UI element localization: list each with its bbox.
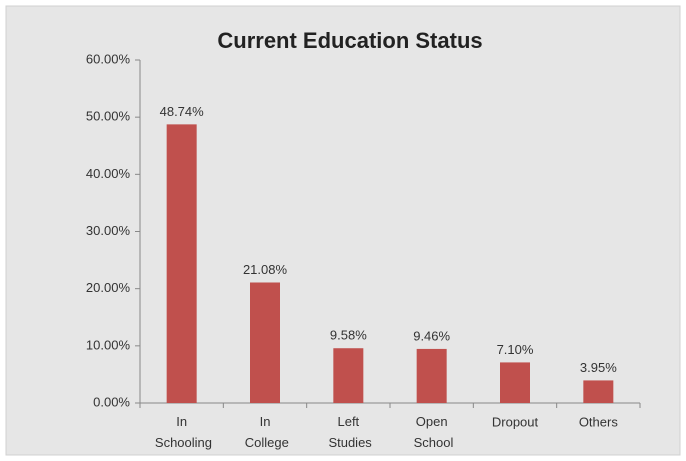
data-label: 9.58% (330, 328, 367, 343)
chart-title: Current Education Status (217, 28, 482, 53)
y-tick-label: 60.00% (86, 51, 131, 66)
bar (166, 124, 197, 404)
data-label: 48.74% (160, 104, 205, 119)
y-tick-label: 10.00% (86, 337, 131, 352)
y-tick-label: 20.00% (86, 280, 131, 295)
x-tick-label: Dropout (492, 414, 539, 429)
x-tick-label: Left Studies (325, 414, 372, 450)
data-label: 21.08% (243, 262, 288, 277)
y-tick-label: 0.00% (93, 394, 130, 409)
bar (583, 380, 614, 403)
data-label: 7.10% (497, 342, 534, 357)
y-tick-label: 50.00% (86, 109, 131, 124)
y-tick-label: 30.00% (86, 223, 131, 238)
data-label: 3.95% (580, 360, 617, 375)
bar (500, 362, 530, 403)
bar (250, 282, 280, 403)
x-tick-label: In Schooling (151, 414, 212, 450)
x-tick-label: Open School (410, 414, 453, 450)
bar (416, 348, 447, 403)
bar (333, 348, 364, 403)
x-tick-label: Others (579, 414, 619, 429)
data-label: 9.46% (413, 328, 450, 343)
x-tick-label: In College (241, 414, 289, 450)
y-tick-label: 40.00% (86, 166, 131, 181)
